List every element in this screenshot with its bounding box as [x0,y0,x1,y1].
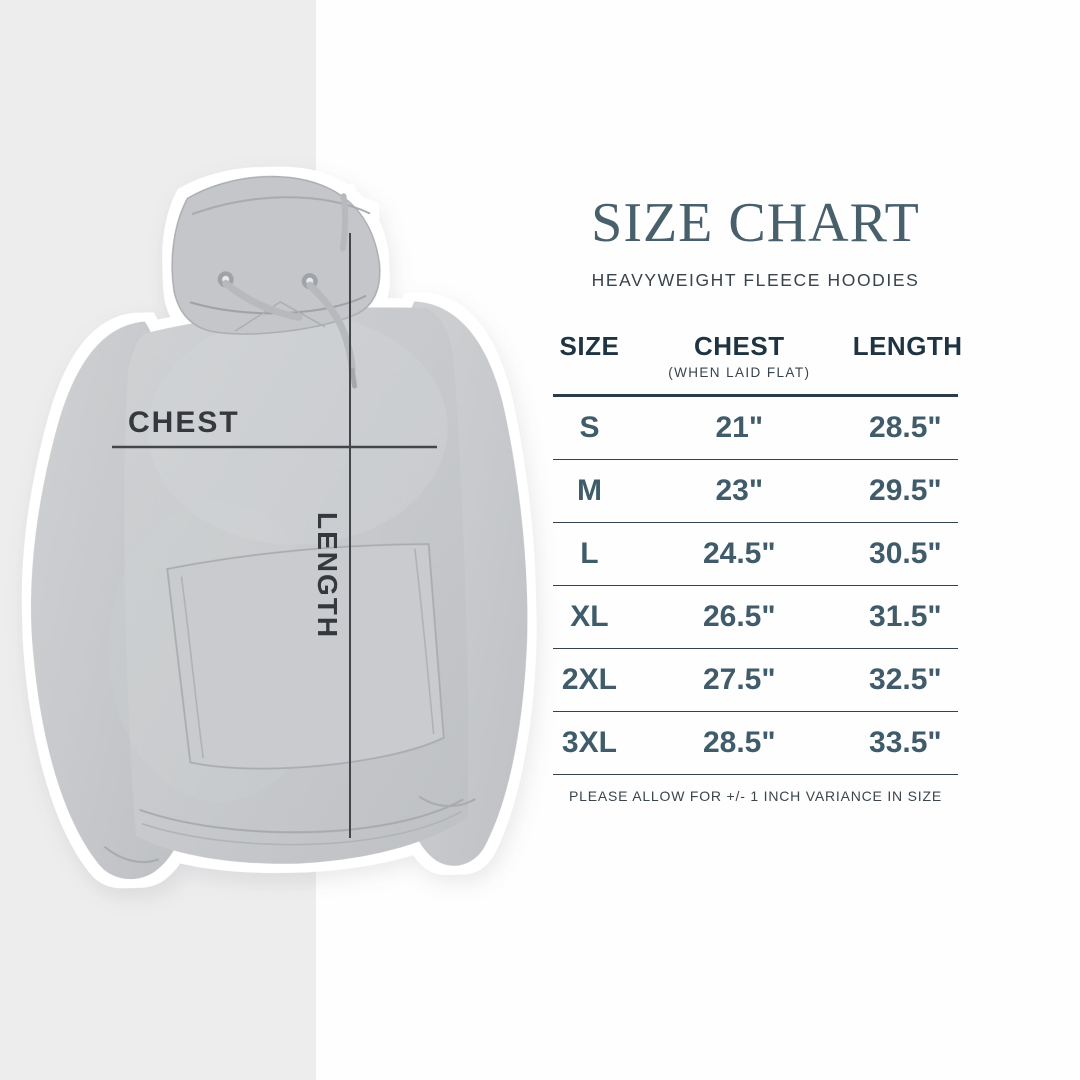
cell-chest: 26.5" [702,599,776,633]
hoodie-hood [171,175,381,335]
hoodie-pocket [166,543,445,770]
cell-length: 32.5" [869,663,942,697]
cell-size: 2XL [561,663,617,697]
column-header-length: LENGTH [852,330,963,361]
page-subtitle: HEAVYWEIGHT FLEECE HOODIES [591,269,920,290]
cell-chest: 28.5" [702,726,776,760]
table-row: 3XL 28.5" 33.5" [553,712,958,776]
measurement-annotations: CHEST LENGTH [112,233,437,838]
cell-size: XL [570,599,609,633]
table-row: XL 26.5" 31.5" [553,586,958,649]
table-row: L 24.5" 30.5" [553,523,958,586]
column-subheader-chest: (WHEN LAID FLAT) [668,364,811,380]
cell-chest: 21" [715,410,764,444]
table-body: S 21" 28.5" M 23" 29.5" L 24.5" 30.5" XL… [553,393,958,776]
cell-length: 33.5" [869,726,942,760]
table-row: S 21" 28.5" [553,397,958,460]
size-chart-panel: SIZE CHART HEAVYWEIGHT FLEECE HOODIES SI… [553,0,963,805]
table-row: 2XL 27.5" 32.5" [553,649,958,713]
cell-size: M [576,473,602,507]
length-measure-label: LENGTH [312,512,343,639]
chest-measure-label: CHEST [128,406,240,439]
hoodie-photo [31,175,528,880]
cell-length: 31.5" [869,599,942,633]
variance-note: PLEASE ALLOW FOR +/- 1 INCH VARIANCE IN … [569,788,942,805]
cell-length: 28.5" [869,410,942,444]
cell-chest: 27.5" [702,663,776,697]
hood-drawstring-short [222,279,303,321]
column-header-chest: CHEST [693,330,785,361]
column-header-size: SIZE [559,330,620,361]
cell-chest: 24.5" [702,536,776,570]
cell-length: 29.5" [869,473,942,507]
cell-size: 3XL [561,726,617,760]
hood-drawstring-long [306,281,356,374]
cell-size: S [579,410,600,444]
size-table: SIZE CHEST (WHEN LAID FLAT) LENGTH S 21"… [553,330,963,805]
table-row: M 23" 29.5" [553,460,958,523]
cell-length: 30.5" [869,536,942,570]
page-title: SIZE CHART [591,192,920,254]
table-header-row: SIZE CHEST (WHEN LAID FLAT) LENGTH [553,330,963,394]
cell-chest: 23" [715,473,764,507]
cell-size: L [580,536,599,570]
